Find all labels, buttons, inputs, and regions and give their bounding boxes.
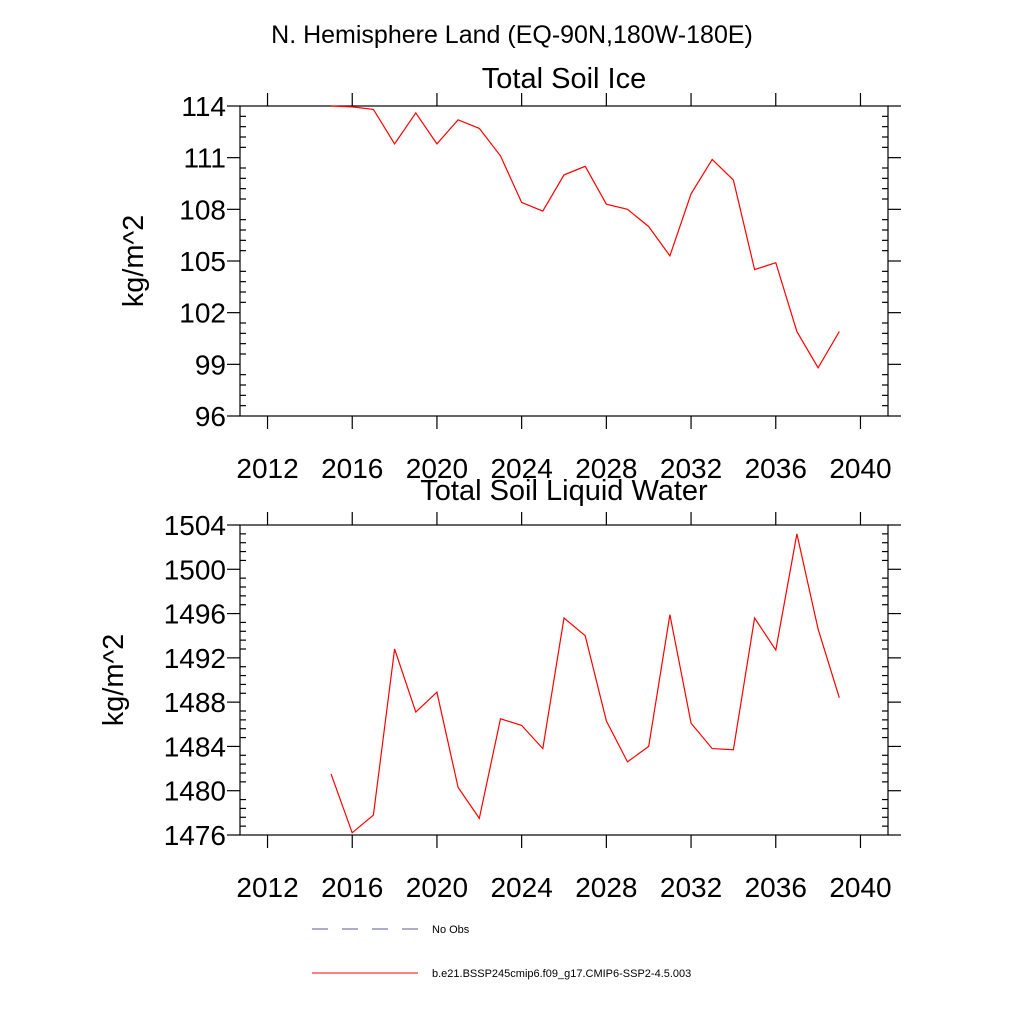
- x-tick-label: 2024: [490, 872, 552, 903]
- y-tick-labels: 1476 1480 1484 1488 1492 1496 1500 1504: [164, 510, 226, 851]
- y-tick-labels: 96 99 102 105 108 111 114: [179, 91, 226, 432]
- x-tick-label: 2012: [236, 453, 298, 484]
- x-tick-label: 2040: [829, 872, 891, 903]
- series-group: [330, 533, 840, 834]
- x-tick-label: 2020: [406, 453, 468, 484]
- x-tick-label: 2040: [829, 453, 891, 484]
- x-tick-label: 2012: [236, 872, 298, 903]
- plot-frame: [239, 524, 889, 836]
- y-tick-label: 96: [195, 401, 226, 432]
- plot-frame: [239, 105, 889, 417]
- y-axis-label: kg/m^2: [118, 215, 150, 308]
- panel-title: Total Soil Liquid Water: [420, 475, 708, 507]
- panel-title: Total Soil Ice: [482, 63, 646, 95]
- x-tick-label: 2020: [406, 872, 468, 903]
- y-tick-label: 1476: [164, 820, 226, 851]
- y-tick-label: 1496: [164, 599, 226, 630]
- y-tick-label: 1492: [164, 643, 226, 674]
- x-tick-label: 2024: [490, 453, 552, 484]
- y-tick-label: 1500: [164, 554, 226, 585]
- x-tick-label: 2036: [745, 872, 807, 903]
- x-tick-labels: 2012 2016 2020 2024 2028 2032 2036 2040: [236, 872, 891, 903]
- y-tick-label: 1488: [164, 687, 226, 718]
- panel-total-soil-ice: Total Soil Ice kg/m^2 2012 2016 2020 2024 20…: [118, 63, 901, 484]
- x-tick-labels: 2012 2016 2020 2024 2028 2032 2036 2040: [236, 453, 891, 484]
- y-tick-label: 99: [195, 349, 226, 380]
- legend: No Obs b.e21.BSSP245cmip6.f09_g17.CMIP6-…: [312, 924, 691, 980]
- y-tick-label: 1480: [164, 776, 226, 807]
- axis-ticks: [227, 512, 901, 848]
- y-tick-label: 105: [179, 246, 226, 277]
- y-tick-label: 1504: [164, 510, 226, 541]
- series-group: [331, 105, 840, 369]
- y-tick-label: 1484: [164, 731, 226, 762]
- x-tick-label: 2036: [745, 453, 807, 484]
- series-line: [330, 533, 840, 834]
- panel-total-soil-liquid-water: Total Soil Liquid Water kg/m^2 2012 2016 2…: [98, 475, 901, 903]
- y-axis-label: kg/m^2: [98, 634, 130, 727]
- y-tick-label: 102: [179, 298, 226, 329]
- x-tick-label: 2016: [321, 453, 383, 484]
- legend-label-no-obs: No Obs: [432, 924, 470, 936]
- series-line: [331, 105, 840, 369]
- legend-label-model: b.e21.BSSP245cmip6.f09_g17.CMIP6-SSP2-4.…: [432, 968, 691, 980]
- x-tick-label: 2032: [660, 453, 722, 484]
- axis-ticks: [227, 93, 901, 429]
- page-title: N. Hemisphere Land (EQ-90N,180W-180E): [271, 21, 753, 49]
- x-tick-label: 2028: [575, 453, 637, 484]
- y-tick-label: 114: [181, 91, 226, 122]
- x-tick-label: 2016: [321, 872, 383, 903]
- y-tick-label: 111: [183, 143, 226, 174]
- x-tick-label: 2028: [575, 872, 637, 903]
- y-tick-label: 108: [179, 194, 226, 225]
- x-tick-label: 2032: [660, 872, 722, 903]
